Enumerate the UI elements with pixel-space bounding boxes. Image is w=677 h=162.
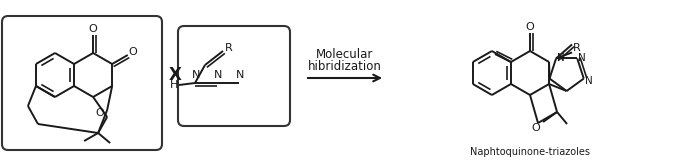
Text: R: R xyxy=(573,43,581,53)
Text: X: X xyxy=(169,66,181,84)
Text: O: O xyxy=(95,108,104,118)
Text: Molecular: Molecular xyxy=(316,48,374,62)
Text: Naphtoquinone-triazoles: Naphtoquinone-triazoles xyxy=(470,147,590,157)
FancyBboxPatch shape xyxy=(178,26,290,126)
Text: N: N xyxy=(557,53,565,64)
Text: O: O xyxy=(89,24,97,34)
Text: N: N xyxy=(585,75,592,86)
Text: hibridization: hibridization xyxy=(308,60,382,74)
Text: N: N xyxy=(578,53,586,64)
Text: R: R xyxy=(225,43,233,53)
Text: O: O xyxy=(525,22,534,32)
Text: N: N xyxy=(192,70,200,80)
Text: N: N xyxy=(236,70,244,80)
Text: N: N xyxy=(214,70,222,80)
Text: O: O xyxy=(129,47,137,57)
Text: H: H xyxy=(170,80,178,90)
Text: O: O xyxy=(531,123,540,133)
